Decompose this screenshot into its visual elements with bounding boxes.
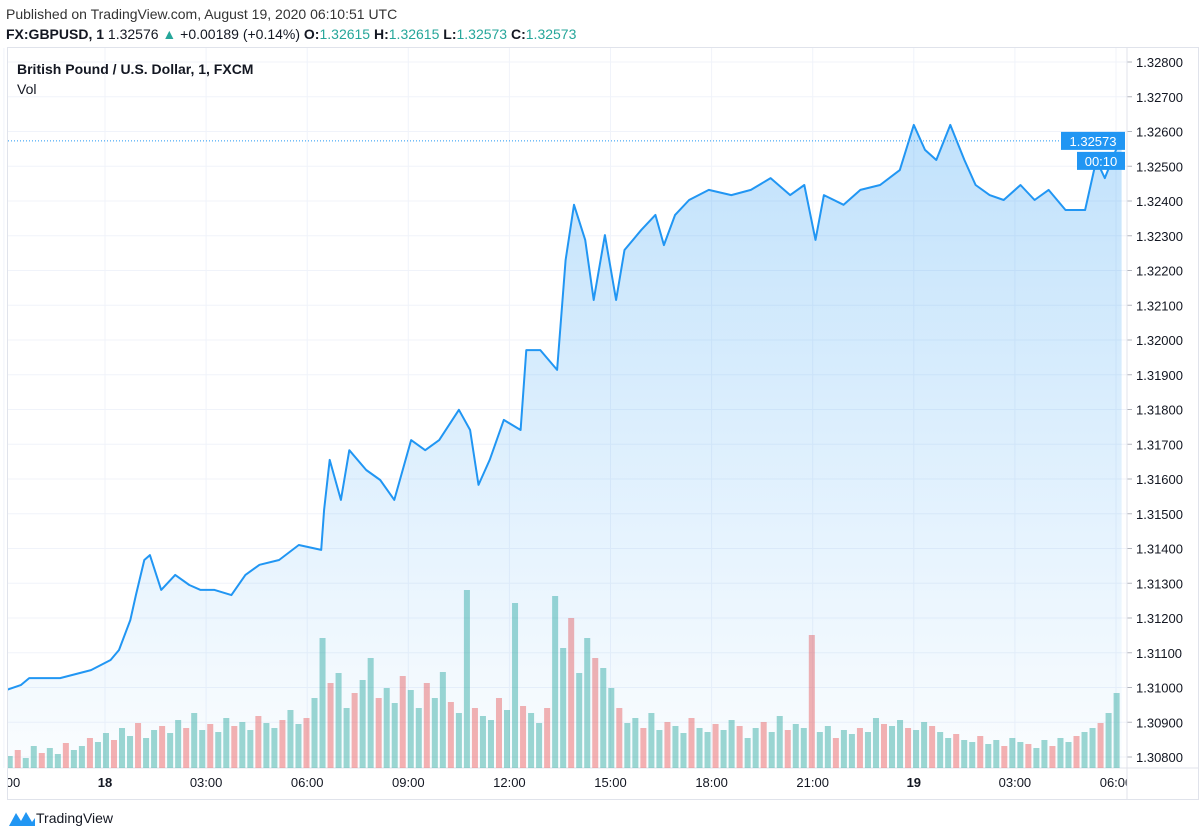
x-tick-label: 06:00	[291, 775, 324, 790]
price-change: +0.00189 (+0.14%)	[180, 26, 301, 42]
quote-bar: FX:GBPUSD, 1 1.32576 ▲ +0.00189 (+0.14%)…	[6, 26, 576, 42]
open-label: O:	[303, 26, 320, 42]
high-label: H:	[373, 26, 389, 42]
y-tick-label: 1.31500	[1136, 507, 1183, 522]
y-tick-label: 1.32000	[1136, 333, 1183, 348]
brand-name: TradingView	[36, 810, 114, 826]
y-tick-label: 1.31800	[1136, 403, 1183, 418]
x-tick-label: 12:00	[493, 775, 526, 790]
y-tick-label: 1.32500	[1136, 159, 1183, 174]
countdown-label: 00:10	[1085, 154, 1118, 169]
last-price-badge	[1061, 131, 1125, 150]
x-tick-label: 18:00	[695, 775, 728, 790]
y-tick-label: 1.32800	[1136, 55, 1183, 70]
chart-frame	[7, 47, 1199, 800]
y-tick-label: 1.32600	[1136, 125, 1183, 140]
y-tick-label: 1.31400	[1136, 542, 1183, 557]
y-tick-label: 1.31600	[1136, 472, 1183, 487]
high-value: 1.32615	[388, 26, 440, 42]
low-value: 1.32573	[456, 26, 508, 42]
countdown-badge	[1077, 151, 1125, 170]
x-tick-label: 21:00	[0, 775, 20, 790]
x-tick-label: 15:00	[594, 775, 627, 790]
symbol: FX:GBPUSD, 1	[6, 26, 105, 42]
y-tick-label: 1.30900	[1136, 715, 1183, 730]
close-value: 1.32573	[525, 26, 577, 42]
y-tick-label: 1.31300	[1136, 576, 1183, 591]
price-area	[8, 124, 1122, 768]
x-tick-label: 21:00	[796, 775, 829, 790]
x-tick-label: 03:00	[999, 775, 1032, 790]
x-tick-label: 06:00	[1100, 775, 1133, 790]
y-tick-label: 1.31200	[1136, 611, 1183, 626]
y-tick-label: 1.31900	[1136, 368, 1183, 383]
last-price: 1.32576	[107, 26, 159, 42]
y-tick-label: 1.32700	[1136, 90, 1183, 105]
tradingview-logo[interactable]: TradingView	[8, 808, 113, 828]
y-tick-label: 1.32300	[1136, 229, 1183, 244]
y-tick-label: 1.30800	[1136, 750, 1183, 765]
x-tick-label: 18	[98, 775, 112, 790]
chart-legend: British Pound / U.S. Dollar, 1, FXCM Vol	[17, 59, 253, 99]
x-tick-label: 09:00	[392, 775, 425, 790]
y-tick-label: 1.31000	[1136, 681, 1183, 696]
y-tick-label: 1.31100	[1136, 646, 1182, 661]
open-value: 1.32615	[319, 26, 371, 42]
volume-legend: Vol	[17, 81, 37, 97]
x-tick-label: 03:00	[190, 775, 223, 790]
last-price-label: 1.32573	[1070, 134, 1117, 149]
x-tick-label: 19	[907, 775, 921, 790]
price-line	[8, 123, 1123, 691]
series-title: British Pound / U.S. Dollar, 1, FXCM	[17, 61, 254, 77]
y-tick-label: 1.32200	[1136, 264, 1183, 279]
published-caption: Published on TradingView.com, August 19,…	[6, 6, 398, 22]
triangle-up-icon: ▲	[162, 26, 177, 42]
y-tick-label: 1.32100	[1136, 298, 1183, 313]
low-label: L:	[443, 26, 457, 42]
y-tick-label: 1.31700	[1136, 437, 1183, 452]
close-label: C:	[510, 26, 526, 42]
tradingview-logo-icon	[9, 812, 35, 826]
y-tick-label: 1.32400	[1136, 194, 1183, 209]
